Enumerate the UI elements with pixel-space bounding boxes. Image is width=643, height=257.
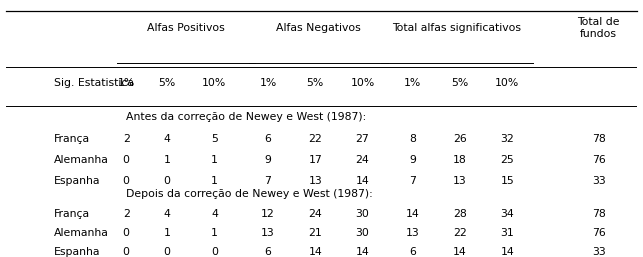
Text: 32: 32	[500, 134, 514, 144]
Text: 33: 33	[592, 247, 606, 257]
Text: 6: 6	[264, 134, 271, 144]
Text: Espanha: Espanha	[54, 176, 100, 186]
Text: 31: 31	[500, 228, 514, 238]
Text: 13: 13	[261, 228, 275, 238]
Text: Alfas Negativos: Alfas Negativos	[276, 23, 361, 33]
Text: 1: 1	[211, 155, 218, 165]
Text: 24: 24	[356, 155, 369, 165]
Text: 10%: 10%	[495, 78, 520, 88]
Text: 76: 76	[592, 155, 606, 165]
Text: França: França	[54, 134, 90, 144]
Text: 10%: 10%	[350, 78, 375, 88]
Text: 0: 0	[123, 247, 130, 257]
Text: 7: 7	[410, 176, 416, 186]
Text: 1: 1	[211, 176, 218, 186]
Text: 78: 78	[592, 134, 606, 144]
Text: 14: 14	[309, 247, 322, 257]
Text: 5%: 5%	[307, 78, 324, 88]
Text: 17: 17	[309, 155, 322, 165]
Text: 33: 33	[592, 176, 606, 186]
Text: 5%: 5%	[158, 78, 176, 88]
Text: 1%: 1%	[259, 78, 276, 88]
Text: Alfas Positivos: Alfas Positivos	[147, 23, 225, 33]
Text: 4: 4	[164, 209, 170, 219]
Text: Espanha: Espanha	[54, 247, 100, 257]
Text: Depois da correção de Newey e West (1987):: Depois da correção de Newey e West (1987…	[126, 189, 373, 199]
Text: 21: 21	[309, 228, 322, 238]
Text: 22: 22	[309, 134, 322, 144]
Text: 18: 18	[453, 155, 467, 165]
Text: 14: 14	[356, 176, 369, 186]
Text: 4: 4	[164, 134, 170, 144]
Text: 0: 0	[123, 176, 130, 186]
Text: 25: 25	[500, 155, 514, 165]
Text: 10%: 10%	[203, 78, 226, 88]
Text: 27: 27	[356, 134, 369, 144]
Text: 5%: 5%	[451, 78, 469, 88]
Text: 6: 6	[264, 247, 271, 257]
Text: 22: 22	[453, 228, 467, 238]
Text: 2: 2	[123, 134, 130, 144]
Text: 30: 30	[356, 228, 369, 238]
Text: 0: 0	[123, 155, 130, 165]
Text: 0: 0	[123, 228, 130, 238]
Text: 15: 15	[500, 176, 514, 186]
Text: 5: 5	[211, 134, 218, 144]
Text: 12: 12	[261, 209, 275, 219]
Text: 6: 6	[410, 247, 416, 257]
Text: 34: 34	[500, 209, 514, 219]
Text: 1: 1	[211, 228, 218, 238]
Text: 2: 2	[123, 209, 130, 219]
Text: 14: 14	[356, 247, 369, 257]
Text: Total alfas significativos: Total alfas significativos	[392, 23, 521, 33]
Text: 8: 8	[410, 134, 416, 144]
Text: 14: 14	[500, 247, 514, 257]
Text: 0: 0	[163, 247, 170, 257]
Text: 1: 1	[164, 228, 170, 238]
Text: 26: 26	[453, 134, 467, 144]
Text: Antes da correção de Newey e West (1987):: Antes da correção de Newey e West (1987)…	[126, 112, 367, 122]
Text: 4: 4	[211, 209, 218, 219]
Text: 0: 0	[163, 176, 170, 186]
Text: 1%: 1%	[404, 78, 422, 88]
Text: 1%: 1%	[118, 78, 135, 88]
Text: 7: 7	[264, 176, 271, 186]
Text: 28: 28	[453, 209, 467, 219]
Text: 78: 78	[592, 209, 606, 219]
Text: 24: 24	[309, 209, 322, 219]
Text: 14: 14	[453, 247, 467, 257]
Text: 0: 0	[211, 247, 218, 257]
Text: 30: 30	[356, 209, 369, 219]
Text: 14: 14	[406, 209, 420, 219]
Text: 13: 13	[309, 176, 322, 186]
Text: 1: 1	[164, 155, 170, 165]
Text: 76: 76	[592, 228, 606, 238]
Text: Total de
fundos: Total de fundos	[577, 17, 620, 39]
Text: 9: 9	[410, 155, 416, 165]
Text: Alemanha: Alemanha	[54, 228, 109, 238]
Text: 9: 9	[264, 155, 271, 165]
Text: Alemanha: Alemanha	[54, 155, 109, 165]
Text: 13: 13	[453, 176, 467, 186]
Text: 13: 13	[406, 228, 420, 238]
Text: França: França	[54, 209, 90, 219]
Text: Sig. Estatistica: Sig. Estatistica	[54, 78, 134, 88]
